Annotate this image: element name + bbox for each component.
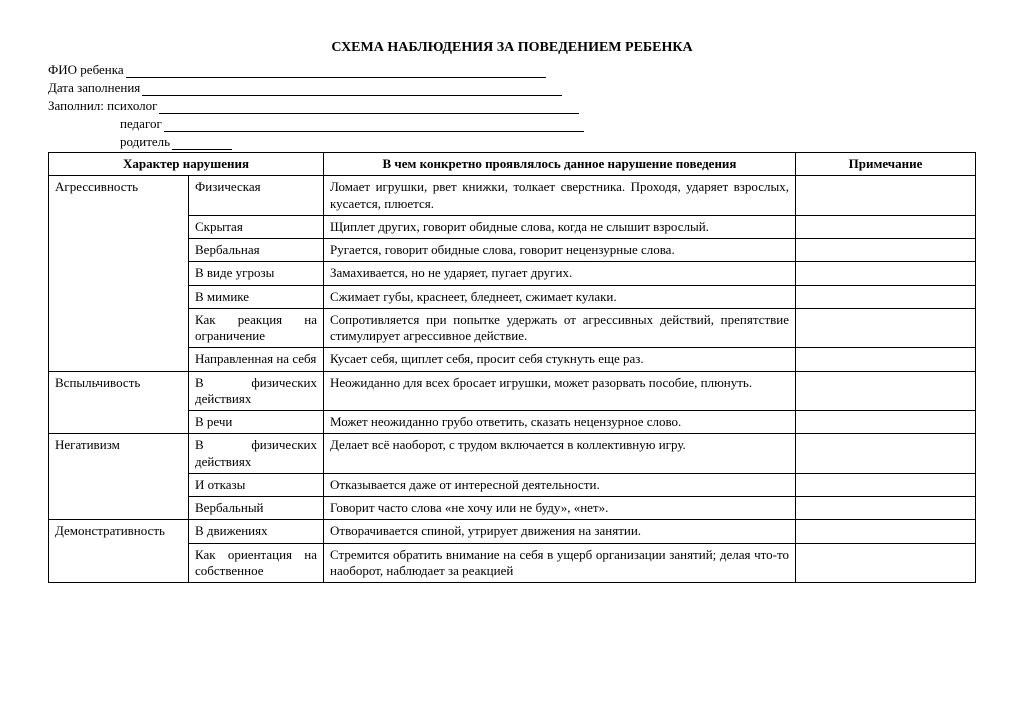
table-row: Направленная на себяКусает себя, щиплет … xyxy=(49,348,976,371)
group-name-cell: Агрессивность xyxy=(49,176,189,371)
subtype-cell: Скрытая xyxy=(189,215,324,238)
underline-teacher[interactable] xyxy=(164,118,584,132)
table-row: В речиМожет неожиданно грубо ответить, с… xyxy=(49,411,976,434)
label-teacher: педагог xyxy=(120,116,162,132)
label-date: Дата заполнения xyxy=(48,80,140,96)
group-name-cell: Негативизм xyxy=(49,434,189,520)
field-fio: ФИО ребенка xyxy=(48,62,976,78)
col-note: Примечание xyxy=(796,153,976,176)
label-parent: родитель xyxy=(120,134,170,150)
table-row: В виде угрозыЗамахивается, но не ударяет… xyxy=(49,262,976,285)
field-teacher: педагог xyxy=(48,116,976,132)
table-row: Как реакция на ограничениеСопротивляется… xyxy=(49,308,976,348)
label-psychologist: Заполнил: психолог xyxy=(48,98,157,114)
subtype-cell: В движениях xyxy=(189,520,324,543)
subtype-cell: В речи xyxy=(189,411,324,434)
table-row: СкрытаяЩиплет других, говорит обидные сл… xyxy=(49,215,976,238)
subtype-cell: В физических действиях xyxy=(189,371,324,411)
underline-date[interactable] xyxy=(142,82,562,96)
note-cell[interactable] xyxy=(796,348,976,371)
note-cell[interactable] xyxy=(796,176,976,216)
description-cell: Ломает игрушки, рвет книжки, толкает све… xyxy=(324,176,796,216)
field-parent: родитель xyxy=(48,134,976,150)
subtype-cell: Физическая xyxy=(189,176,324,216)
note-cell[interactable] xyxy=(796,239,976,262)
description-cell: Отказывается даже от интересной деятельн… xyxy=(324,473,796,496)
note-cell[interactable] xyxy=(796,520,976,543)
field-psychologist: Заполнил: психолог xyxy=(48,98,976,114)
subtype-cell: И отказы xyxy=(189,473,324,496)
description-cell: Стремится обратить внимание на себя в ущ… xyxy=(324,543,796,583)
note-cell[interactable] xyxy=(796,473,976,496)
description-cell: Ругается, говорит обидные слова, говорит… xyxy=(324,239,796,262)
page-title: СХЕМА НАБЛЮДЕНИЯ ЗА ПОВЕДЕНИЕМ РЕБЕНКА xyxy=(48,40,976,56)
description-cell: Может неожиданно грубо ответить, сказать… xyxy=(324,411,796,434)
underline-fio[interactable] xyxy=(126,64,546,78)
table-row: ВербальныйГоворит часто слова «не хочу и… xyxy=(49,497,976,520)
table-row: ВспыльчивостьВ физических действияхНеожи… xyxy=(49,371,976,411)
note-cell[interactable] xyxy=(796,497,976,520)
subtype-cell: Вербальная xyxy=(189,239,324,262)
description-cell: Отворачивается спиной, утрирует движения… xyxy=(324,520,796,543)
col-character: Характер нарушения xyxy=(49,153,324,176)
description-cell: Сжимает губы, краснеет, бледнеет, сжимае… xyxy=(324,285,796,308)
note-cell[interactable] xyxy=(796,543,976,583)
table-row: ВербальнаяРугается, говорит обидные слов… xyxy=(49,239,976,262)
description-cell: Щиплет других, говорит обидные слова, ко… xyxy=(324,215,796,238)
note-cell[interactable] xyxy=(796,411,976,434)
subtype-cell: В виде угрозы xyxy=(189,262,324,285)
description-cell: Неожиданно для всех бросает игрушки, мож… xyxy=(324,371,796,411)
table-row: И отказыОтказывается даже от интересной … xyxy=(49,473,976,496)
table-row: НегативизмВ физических действияхДелает в… xyxy=(49,434,976,474)
note-cell[interactable] xyxy=(796,434,976,474)
table-row: ДемонстративностьВ движенияхОтворачивает… xyxy=(49,520,976,543)
note-cell[interactable] xyxy=(796,215,976,238)
subtype-cell: Как реакция на ограничение xyxy=(189,308,324,348)
note-cell[interactable] xyxy=(796,285,976,308)
table-header-row: Характер нарушения В чем конкретно прояв… xyxy=(49,153,976,176)
description-cell: Сопротивляется при попытке удержать от а… xyxy=(324,308,796,348)
table-row: АгрессивностьФизическаяЛомает игрушки, р… xyxy=(49,176,976,216)
subtype-cell: В мимике xyxy=(189,285,324,308)
subtype-cell: Вербальный xyxy=(189,497,324,520)
observation-table: Характер нарушения В чем конкретно прояв… xyxy=(48,152,976,583)
description-cell: Кусает себя, щиплет себя, просит себя ст… xyxy=(324,348,796,371)
subtype-cell: Как ориентация на собственное xyxy=(189,543,324,583)
description-cell: Говорит часто слова «не хочу или не буду… xyxy=(324,497,796,520)
underline-parent[interactable] xyxy=(172,136,232,150)
description-cell: Замахивается, но не ударяет, пугает друг… xyxy=(324,262,796,285)
table-row: Как ориентация на собственноеСтремится о… xyxy=(49,543,976,583)
underline-psychologist[interactable] xyxy=(159,100,579,114)
field-date: Дата заполнения xyxy=(48,80,976,96)
label-fio: ФИО ребенка xyxy=(48,62,124,78)
group-name-cell: Демонстративность xyxy=(49,520,189,583)
group-name-cell: Вспыльчивость xyxy=(49,371,189,434)
subtype-cell: В физических действиях xyxy=(189,434,324,474)
col-manifestation: В чем конкретно проявлялось данное наруш… xyxy=(324,153,796,176)
table-row: В мимикеСжимает губы, краснеет, бледнеет… xyxy=(49,285,976,308)
note-cell[interactable] xyxy=(796,308,976,348)
note-cell[interactable] xyxy=(796,371,976,411)
subtype-cell: Направленная на себя xyxy=(189,348,324,371)
note-cell[interactable] xyxy=(796,262,976,285)
description-cell: Делает всё наоборот, с трудом включается… xyxy=(324,434,796,474)
